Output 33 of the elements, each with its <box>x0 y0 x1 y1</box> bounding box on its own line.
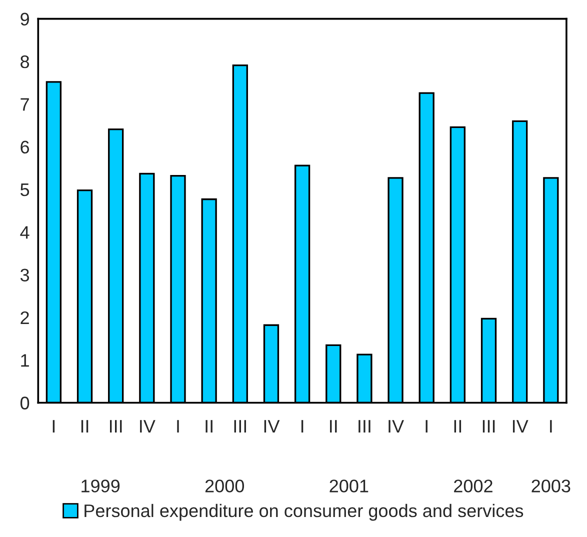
x-tick-label: I <box>52 420 55 432</box>
x-tick-label: I <box>177 420 179 432</box>
y-tick-label: 1 <box>21 354 29 367</box>
text: 2000 <box>205 480 244 492</box>
y-tick-label: 6 <box>20 140 30 154</box>
x-tick-label: II <box>454 420 462 432</box>
x-tick-label: IV <box>264 420 280 432</box>
y-tick-label: 3 <box>20 268 30 282</box>
x-tick-label: I <box>301 420 304 432</box>
x-tick-label: IV <box>388 420 404 432</box>
y-tick-label: 8 <box>20 55 30 68</box>
y-tick-label: 0 <box>20 396 30 410</box>
x-tick-label: III <box>234 420 246 432</box>
legend-label: Personal expenditure on consumer goods and services <box>84 504 524 521</box>
y-tick-label: 4 <box>20 226 30 239</box>
text: 2001 <box>330 480 368 492</box>
x-tick-label: IV <box>140 420 156 432</box>
x-tick-label: III <box>110 420 122 432</box>
x-tick-label: IV <box>512 420 528 432</box>
x-tick-label: III <box>482 420 495 432</box>
text: 2003 <box>532 480 570 492</box>
y-tick-label: 7 <box>20 98 29 111</box>
x-tick-label: I <box>426 420 428 432</box>
y-tick-label: 2 <box>20 311 29 324</box>
text: 1999 <box>82 480 120 492</box>
x-tick-label: II <box>330 420 337 432</box>
x-tick-label: I <box>550 420 552 432</box>
x-tick-label: II <box>206 420 212 432</box>
y-tick-label: 9 <box>20 12 29 26</box>
text: 2002 <box>454 480 492 492</box>
x-tick-label: II <box>81 420 88 432</box>
x-tick-label: III <box>358 420 370 432</box>
y-tick-label: 5 <box>20 184 30 196</box>
